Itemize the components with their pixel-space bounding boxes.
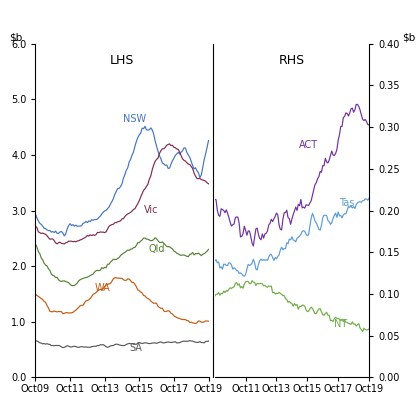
Text: LHS: LHS [110, 54, 134, 67]
Text: WA: WA [95, 283, 111, 293]
Text: Qld: Qld [149, 244, 165, 254]
Text: NSW: NSW [123, 113, 146, 123]
Text: Tas: Tas [339, 198, 354, 208]
Text: RHS: RHS [279, 54, 305, 67]
Text: $b: $b [402, 32, 415, 42]
Text: $b: $b [10, 32, 23, 42]
Text: Vic: Vic [143, 205, 158, 215]
Text: SA: SA [130, 343, 143, 353]
Text: ACT: ACT [299, 140, 318, 150]
Text: NT: NT [334, 319, 348, 329]
